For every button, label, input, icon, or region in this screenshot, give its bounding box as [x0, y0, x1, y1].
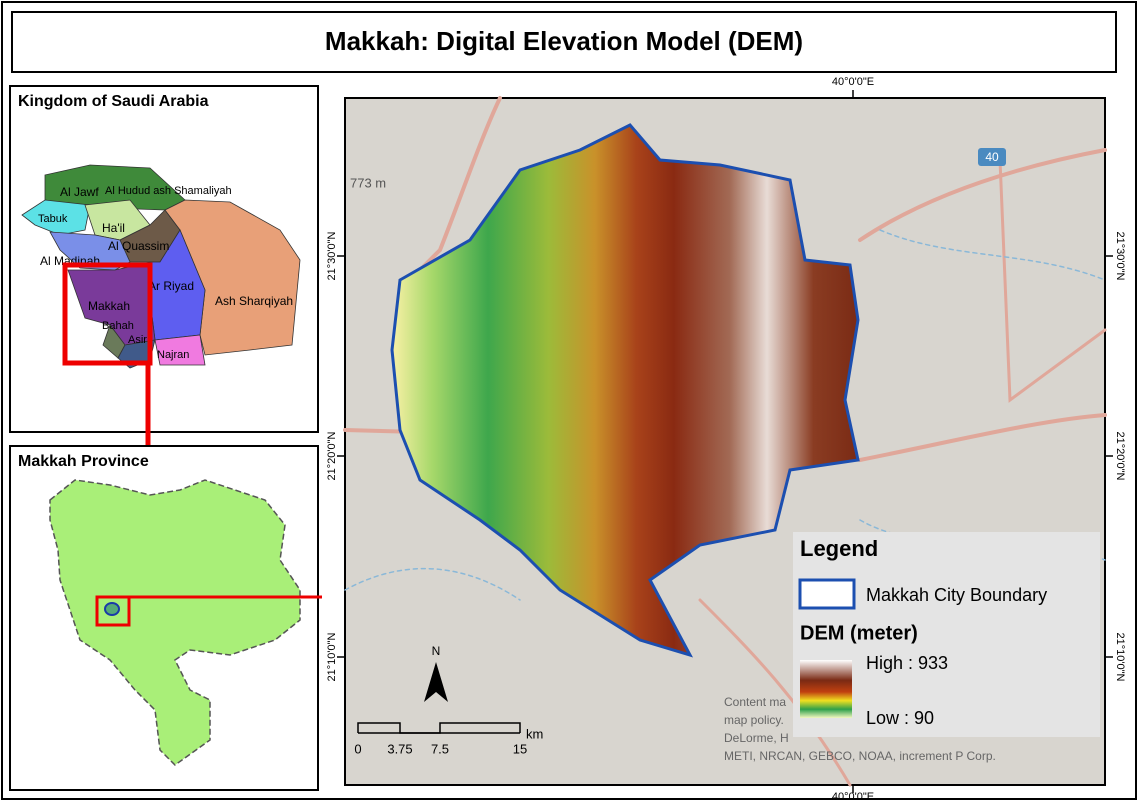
map-feature — [998, 158, 1107, 403]
region-label: Asir — [128, 334, 147, 346]
extent-box — [62, 262, 153, 366]
lat-label: 21°10'0"N — [326, 632, 338, 681]
scale-label: 15 — [513, 741, 527, 756]
scale-labels: 0 3.75 7.5 15 km — [354, 726, 543, 756]
boundary-label: Makkah City Boundary — [866, 585, 1047, 605]
inset-title: Kingdom of Saudi Arabia — [18, 93, 209, 110]
region-label: Al Quassim — [108, 239, 169, 253]
attribution-line: DeLorme, H — [724, 731, 789, 745]
map-feature — [879, 229, 1106, 281]
title-box — [11, 11, 1117, 73]
region-label: Ar Riyad — [148, 279, 194, 293]
north-label: N — [432, 644, 441, 658]
map-feature — [858, 148, 1107, 242]
lon-label: 40°0'0"E — [832, 791, 874, 803]
attribution: Content ma map policy. DeLorme, H METI, … — [724, 695, 996, 763]
lat-label: 21°30'0"N — [1114, 232, 1126, 281]
map-title: Makkah: Digital Elevation Model (DEM) — [325, 26, 803, 56]
region-label: Tabuk — [38, 213, 68, 225]
lat-label: 21°10'0"N — [1114, 633, 1126, 682]
boundary-swatch — [798, 578, 856, 610]
attribution-line: METI, NRCAN, GEBCO, NOAA, increment P Co… — [724, 749, 996, 763]
lat-label: 21°20'0"N — [326, 431, 338, 480]
region-label: Ha'il — [102, 221, 125, 235]
region-label: Ash Sharqiyah — [215, 294, 293, 308]
graticule-ticks — [337, 90, 1113, 793]
country-regions — [21, 164, 301, 369]
dem-title: DEM (meter) — [800, 622, 918, 644]
lat-label: 21°20'0"N — [1114, 432, 1126, 481]
dem-city — [390, 123, 860, 658]
map-feature — [398, 96, 502, 292]
map-feature — [858, 413, 1107, 462]
region-label: Al Hudud ash Shamaliyah — [105, 185, 232, 197]
dem-ramp — [800, 660, 852, 718]
lat-label: 21°30'0"N — [326, 231, 338, 280]
high-label: High : 933 — [866, 653, 948, 673]
region-label: Makkah — [88, 299, 130, 313]
region — [21, 199, 91, 236]
province-shape — [49, 479, 301, 766]
map-feature — [344, 567, 521, 601]
road-label: 40 — [985, 150, 999, 164]
road-shield — [978, 148, 1006, 166]
region — [154, 334, 206, 366]
map-feature — [698, 598, 852, 787]
legend-title: Legend — [800, 536, 878, 561]
lon-label: 40°0'0"E — [832, 76, 874, 88]
scale-bar — [357, 722, 521, 734]
low-label: Low : 90 — [866, 708, 934, 728]
region-label: Najran — [157, 349, 189, 361]
region-label: Al Jawf — [60, 185, 99, 199]
inset-title: Makkah Province — [18, 453, 149, 470]
north-arrow — [424, 662, 448, 702]
scale-label: 7.5 — [431, 741, 449, 756]
city-outline — [104, 602, 120, 616]
graticule-labels: 40°0'0"E 40°0'0"E 21°30'0"N 21°20'0"N 21… — [326, 76, 1126, 803]
scale-unit: km — [526, 726, 543, 741]
region-label: Bahah — [102, 320, 134, 332]
city-extent — [95, 595, 131, 627]
attribution-line: Content ma — [724, 695, 786, 709]
attribution-line: map policy. — [724, 713, 784, 727]
scale-label: 0 — [354, 741, 361, 756]
scale-label: 3.75 — [387, 741, 412, 756]
elevation-label: 773 m — [350, 175, 386, 190]
